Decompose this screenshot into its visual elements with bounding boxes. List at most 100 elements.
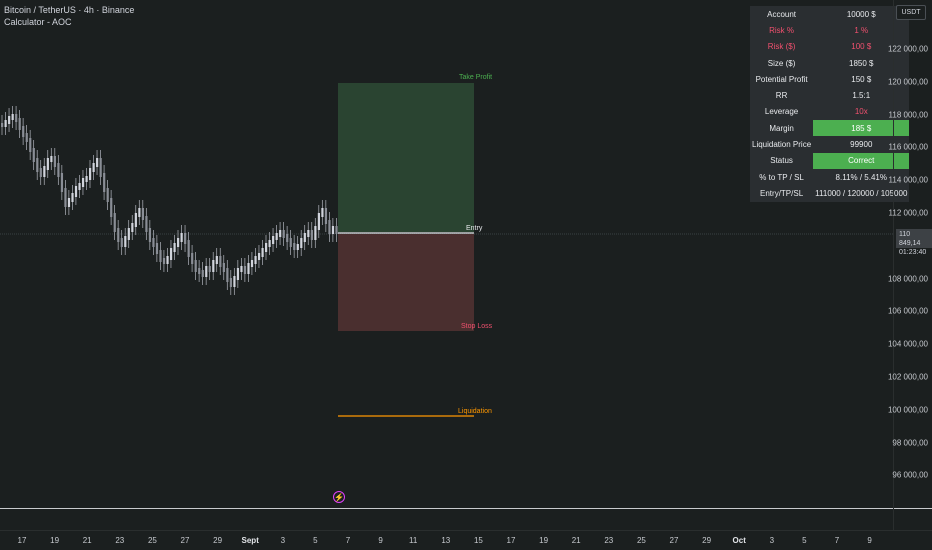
time-tick: 7 <box>834 536 840 545</box>
row-label: Size ($) <box>767 58 796 68</box>
candle <box>141 208 144 220</box>
time-tick: 17 <box>506 536 516 545</box>
candle <box>289 238 292 247</box>
candle <box>162 258 166 264</box>
price-chart[interactable] <box>0 0 893 530</box>
candle <box>243 266 247 274</box>
candle <box>159 250 162 262</box>
row-label: Risk % <box>769 25 795 35</box>
row-label: Potential Profit <box>755 74 808 84</box>
time-tick: 25 <box>147 536 157 545</box>
candle <box>187 240 190 257</box>
price-axis[interactable]: 122 000,00 120 000,00 118 000,00 116 000,00… <box>888 0 932 530</box>
price-tick: 102 000,00 <box>887 372 928 382</box>
candle <box>78 183 81 190</box>
candle <box>145 216 148 232</box>
candle <box>113 213 116 232</box>
candle <box>22 126 25 137</box>
candle <box>324 208 328 224</box>
time-tick: 5 <box>313 536 318 545</box>
candle <box>8 116 11 124</box>
candle <box>138 208 141 217</box>
candle <box>152 238 155 247</box>
table-row: Size ($) 1850 $ <box>750 55 909 71</box>
row-value: 1.5:1 <box>852 91 871 101</box>
time-tick: 25 <box>636 536 646 545</box>
currency-badge[interactable]: USDT <box>896 5 926 20</box>
candle <box>110 198 113 217</box>
candle <box>250 260 254 267</box>
row-label: Status <box>770 156 793 166</box>
candle <box>317 213 320 230</box>
lightning-icon[interactable]: ⚡ <box>333 491 345 503</box>
symbol-title[interactable]: Bitcoin / TetherUS · 4h · Binance <box>4 5 135 15</box>
time-tick: 7 <box>345 536 351 545</box>
candle <box>127 228 130 240</box>
table-row: Account 10000 $ <box>750 6 909 22</box>
table-row: Risk ($) 100 $ <box>750 39 909 55</box>
indicator-title[interactable]: Calculator - AOC <box>4 17 72 27</box>
row-label: Leverage <box>764 107 799 117</box>
price-tick: 120 000,00 <box>887 77 928 87</box>
candle <box>67 198 71 207</box>
table-row: Leverage 10x <box>750 104 909 120</box>
time-tick: 9 <box>378 536 383 545</box>
candle <box>32 148 35 162</box>
candle <box>272 236 275 244</box>
time-tick: 27 <box>669 536 679 545</box>
row-label: Entry/TP/SL <box>760 188 804 198</box>
candle <box>257 253 261 260</box>
row-value: 100 $ <box>851 42 872 52</box>
row-label: Liquidation Price <box>752 140 812 150</box>
candle <box>254 256 257 264</box>
price-tick: 118 000,00 <box>888 110 928 120</box>
candle <box>261 248 264 257</box>
candle <box>39 168 42 177</box>
row-label: Risk ($) <box>767 42 796 52</box>
candle <box>106 188 109 202</box>
time-tick: 11 <box>409 536 418 545</box>
time-tick: 21 <box>571 536 581 545</box>
candle <box>43 166 46 177</box>
candle <box>222 263 225 272</box>
price-tick: 114 000,00 <box>888 175 928 185</box>
time-tick: Sept <box>241 536 259 545</box>
candle <box>74 186 78 197</box>
candle <box>194 260 197 272</box>
liquidation-label: Liquidation <box>458 408 492 415</box>
candle <box>300 238 303 248</box>
candle <box>124 236 127 247</box>
table-row: Margin 185 $ <box>750 120 910 137</box>
candle <box>173 243 176 252</box>
stop-loss-label: Stop Loss <box>461 323 493 330</box>
candle <box>268 240 271 247</box>
candle <box>25 133 28 142</box>
candle <box>282 230 285 238</box>
row-label: Margin <box>769 123 794 133</box>
entry-label: Entry <box>466 225 483 232</box>
price-tick: 98 000,00 <box>892 438 928 448</box>
row-value: 8.11% / 5.41% <box>835 172 887 182</box>
candle <box>11 114 14 120</box>
row-value: 10x <box>854 107 868 117</box>
candle <box>328 220 331 234</box>
candle-countdown: 01:23:40 <box>899 249 927 256</box>
candle <box>148 228 152 242</box>
row-value: 1 % <box>854 25 869 35</box>
candle <box>293 243 296 250</box>
row-value: 185 $ <box>813 120 910 137</box>
time-tick: 3 <box>769 536 775 545</box>
time-tick: 23 <box>604 536 614 545</box>
time-axis[interactable] <box>0 530 932 550</box>
candle <box>4 120 7 127</box>
candle <box>226 268 229 282</box>
candle <box>307 230 310 237</box>
candle <box>184 233 187 244</box>
candle <box>53 156 56 167</box>
candle <box>46 158 49 170</box>
candle <box>103 173 106 192</box>
row-value: 99900 <box>850 140 873 150</box>
candlestick-series <box>1 106 338 295</box>
stop-loss-zone <box>338 234 474 331</box>
